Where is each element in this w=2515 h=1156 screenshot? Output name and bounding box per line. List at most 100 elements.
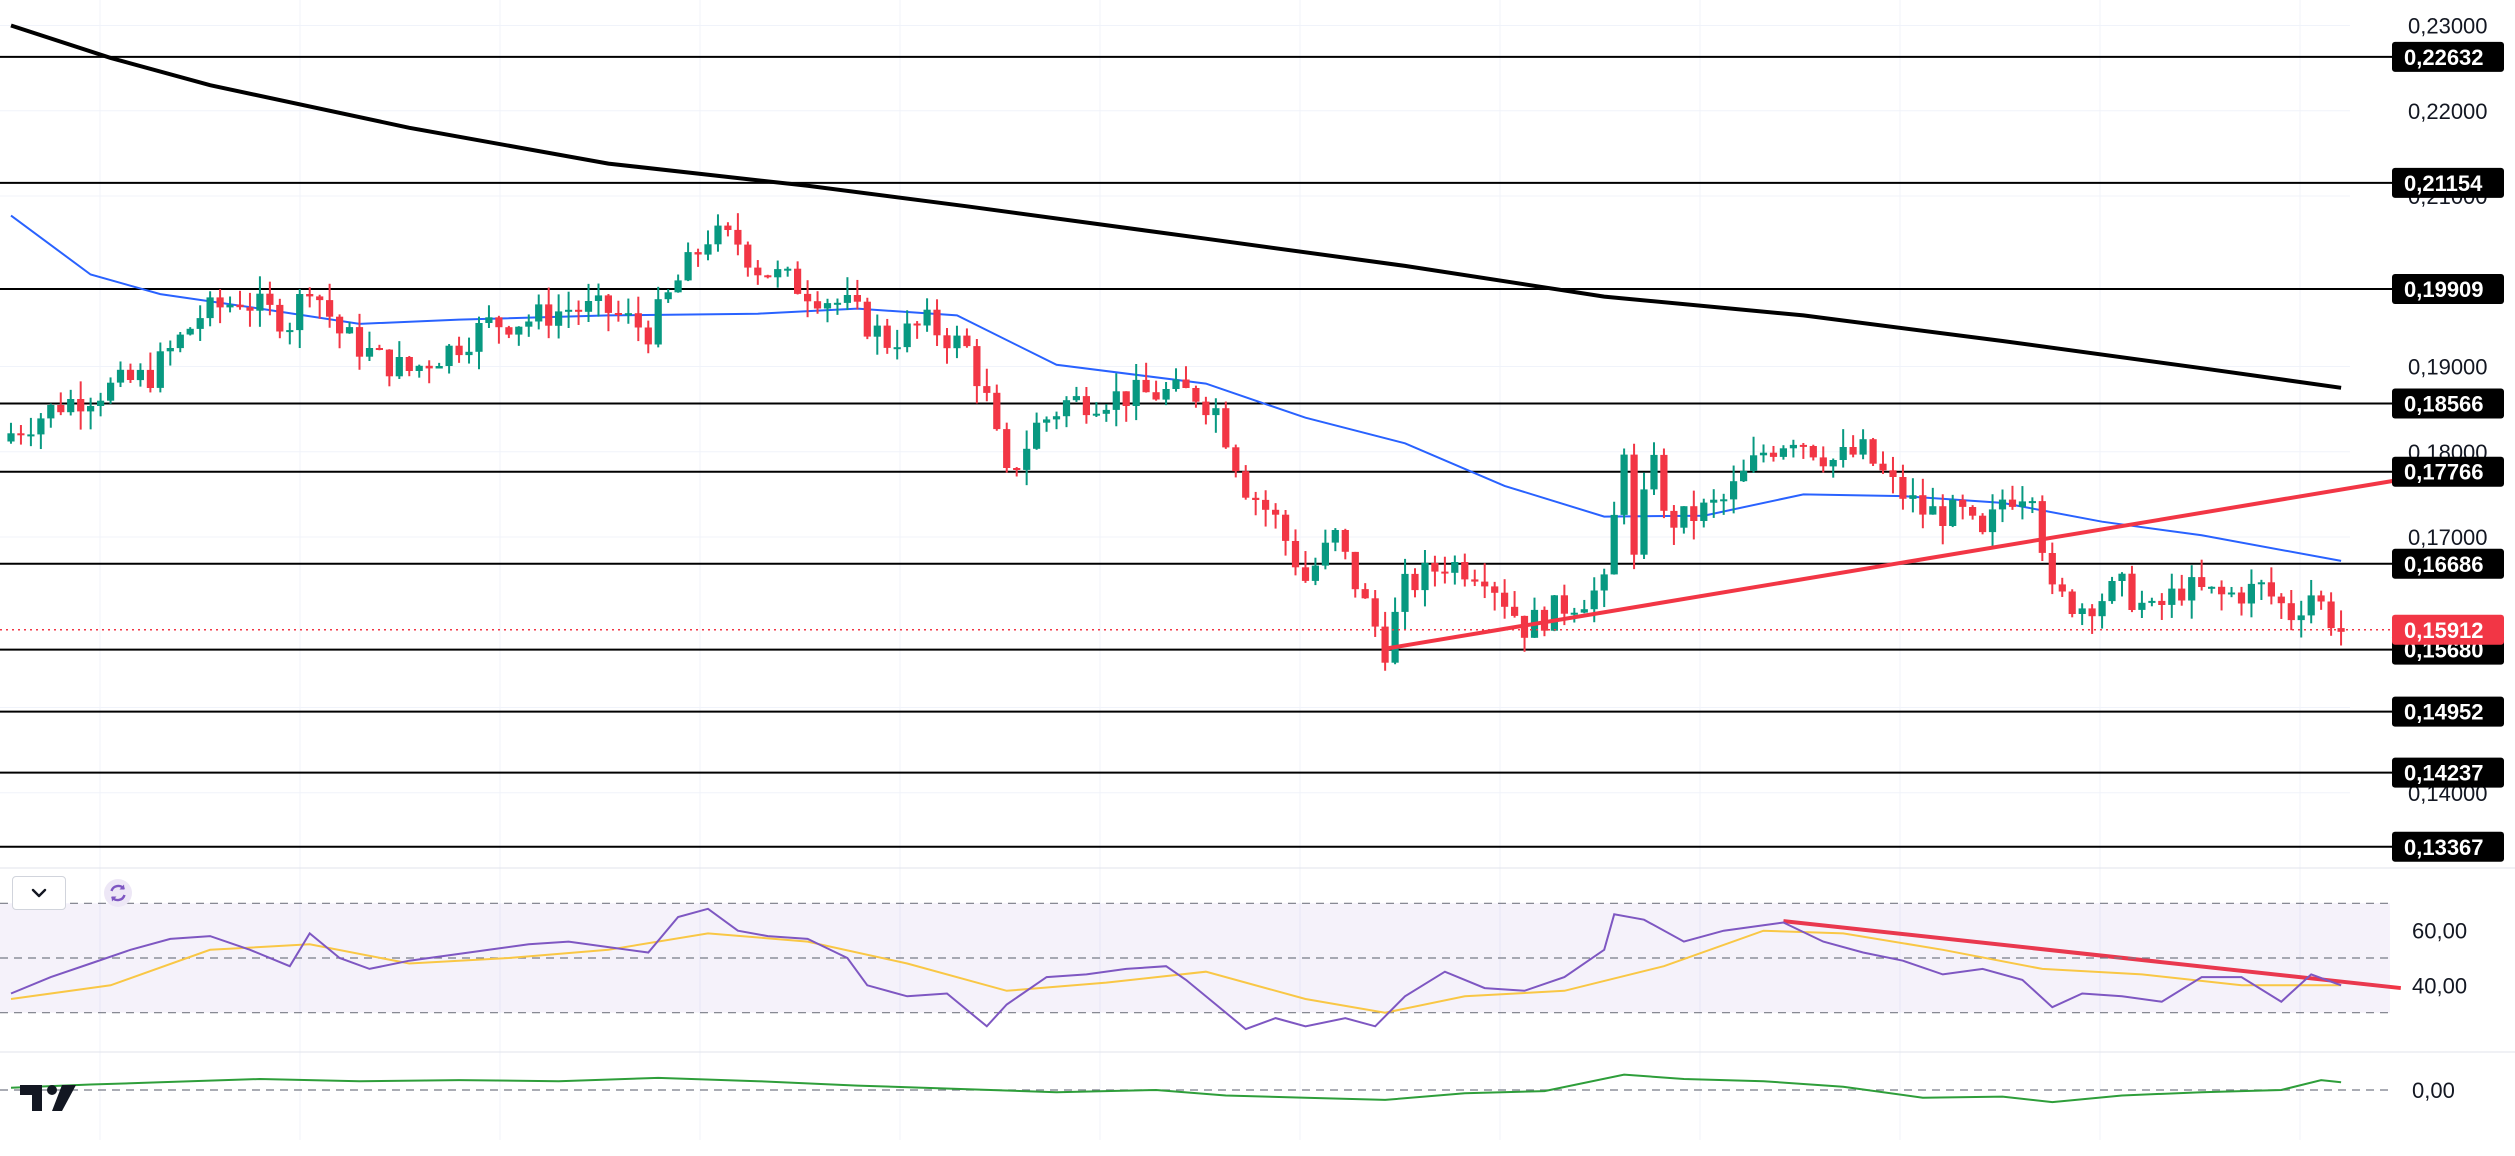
candle-body	[1700, 502, 1708, 521]
candle-body	[1301, 567, 1310, 581]
candle-body	[2297, 615, 2305, 621]
candle-body	[2188, 577, 2196, 601]
candle-body	[833, 302, 842, 305]
candle-body	[953, 335, 961, 349]
candle-body	[1899, 477, 1907, 499]
candle-body	[1869, 439, 1877, 464]
candle-body	[1979, 515, 1987, 533]
candle-body	[485, 317, 493, 323]
candle-body	[2128, 573, 2136, 610]
candle-body	[395, 357, 403, 377]
candle-body	[67, 399, 75, 413]
price-axis[interactable]: 0,230000,220000,210000,190000,180000,170…	[2392, 14, 2504, 1103]
candle-body	[863, 301, 871, 337]
chevron-down-icon	[31, 888, 47, 898]
level-tag	[2392, 388, 2504, 419]
level-tag	[2392, 696, 2504, 727]
tradingview-logo-icon[interactable]	[18, 1077, 84, 1117]
candle-body	[1501, 592, 1509, 607]
candle-body	[2277, 596, 2285, 604]
candle-body	[1909, 495, 1917, 499]
level-tag	[2392, 757, 2504, 788]
candle-body	[196, 318, 204, 329]
candle-body	[764, 275, 772, 278]
refresh-button[interactable]	[103, 878, 133, 908]
candle-body	[853, 295, 861, 302]
candle-body	[1998, 499, 2007, 510]
candle-body	[943, 335, 951, 349]
candle-body	[604, 295, 612, 313]
candle-body	[1730, 481, 1738, 500]
candle-body	[7, 433, 15, 442]
candle-body	[97, 400, 105, 406]
candle-body	[385, 349, 393, 377]
candle-body	[176, 334, 184, 349]
candle-body	[555, 311, 563, 326]
candle-body	[2317, 595, 2325, 602]
candle-body	[963, 335, 971, 347]
candle-body	[1282, 514, 1290, 541]
candle-body	[146, 369, 154, 388]
candle-body	[1570, 612, 1578, 615]
candle-body	[1242, 471, 1250, 498]
candle-body	[1600, 574, 1608, 591]
candle-body	[1969, 507, 1977, 516]
level-tag	[2392, 548, 2504, 579]
candle-body	[2257, 582, 2265, 585]
level-tag-label: 0,18566	[2404, 392, 2484, 417]
candle-body	[903, 323, 911, 348]
candle-body	[575, 309, 583, 312]
candle-body	[804, 293, 812, 302]
candle-body	[1033, 422, 1041, 449]
candle-body	[2227, 592, 2236, 595]
candle-body	[684, 252, 692, 281]
candle-body	[435, 366, 443, 369]
candle-body	[913, 323, 921, 326]
candle-body	[2198, 577, 2206, 587]
collapse-pane-button[interactable]	[12, 876, 66, 910]
candle-body	[425, 365, 433, 369]
candle-body	[455, 345, 463, 356]
candle-body	[126, 369, 135, 380]
candle-body	[375, 348, 383, 350]
candle-body	[1511, 606, 1519, 616]
candle-body	[405, 357, 413, 371]
level-tag-label: 0,13367	[2404, 835, 2484, 860]
candle-body	[1202, 401, 1210, 416]
candle-body	[1142, 379, 1150, 393]
rsi-line	[10, 907, 2342, 1031]
candle-body	[2058, 584, 2066, 592]
candle-body	[2088, 608, 2096, 617]
candle-body	[1062, 400, 1071, 417]
candle-body	[166, 348, 174, 352]
candle-body	[2307, 595, 2315, 616]
candle-body	[1849, 447, 1857, 455]
candle-body	[1311, 565, 1319, 581]
candle-body	[2178, 588, 2186, 601]
candle-body	[2008, 499, 2017, 507]
candle-body	[316, 296, 324, 301]
candle-body	[236, 304, 244, 308]
candle-body	[1341, 530, 1349, 552]
macd-pane	[0, 1051, 2515, 1104]
candle-body	[1580, 609, 1588, 613]
candle-body	[206, 297, 214, 319]
candle-body	[1660, 454, 1668, 511]
candle-body	[495, 317, 503, 328]
candle-body	[1122, 391, 1130, 406]
candle-body	[1451, 562, 1459, 573]
candle-body	[774, 269, 782, 278]
candle-body	[1072, 396, 1080, 401]
candle-body	[1152, 392, 1160, 400]
candle-body	[2168, 588, 2176, 605]
candle-body	[1232, 447, 1240, 472]
candle-body	[1351, 551, 1359, 590]
candle-body	[475, 323, 483, 352]
level-tag	[2392, 167, 2504, 198]
candle-body	[1262, 499, 1270, 510]
candle-body	[734, 229, 742, 245]
candle-body	[923, 309, 931, 326]
candle-body	[1092, 413, 1100, 416]
